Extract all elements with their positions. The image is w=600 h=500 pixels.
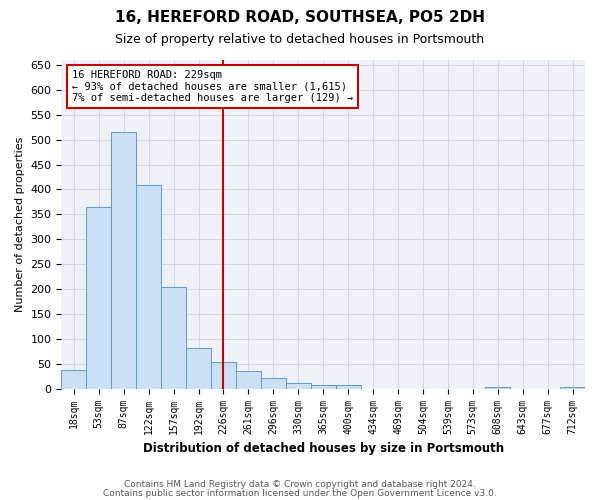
Bar xyxy=(211,362,236,388)
Bar xyxy=(186,348,211,389)
Bar xyxy=(161,286,186,388)
Text: Contains public sector information licensed under the Open Government Licence v3: Contains public sector information licen… xyxy=(103,488,497,498)
Text: 16, HEREFORD ROAD, SOUTHSEA, PO5 2DH: 16, HEREFORD ROAD, SOUTHSEA, PO5 2DH xyxy=(115,10,485,25)
Y-axis label: Number of detached properties: Number of detached properties xyxy=(15,136,25,312)
Text: 16 HEREFORD ROAD: 229sqm
← 93% of detached houses are smaller (1,615)
7% of semi: 16 HEREFORD ROAD: 229sqm ← 93% of detach… xyxy=(72,70,353,103)
Bar xyxy=(261,378,286,388)
Bar xyxy=(335,384,361,388)
Text: Contains HM Land Registry data © Crown copyright and database right 2024.: Contains HM Land Registry data © Crown c… xyxy=(124,480,476,489)
Bar xyxy=(560,386,585,388)
Bar xyxy=(311,384,335,388)
Text: Size of property relative to detached houses in Portsmouth: Size of property relative to detached ho… xyxy=(115,32,485,46)
Bar xyxy=(111,132,136,388)
Bar xyxy=(61,370,86,388)
Bar xyxy=(485,386,510,388)
Bar xyxy=(86,207,111,388)
Bar xyxy=(136,184,161,388)
X-axis label: Distribution of detached houses by size in Portsmouth: Distribution of detached houses by size … xyxy=(143,442,504,455)
Bar xyxy=(236,372,261,388)
Bar xyxy=(286,383,311,388)
